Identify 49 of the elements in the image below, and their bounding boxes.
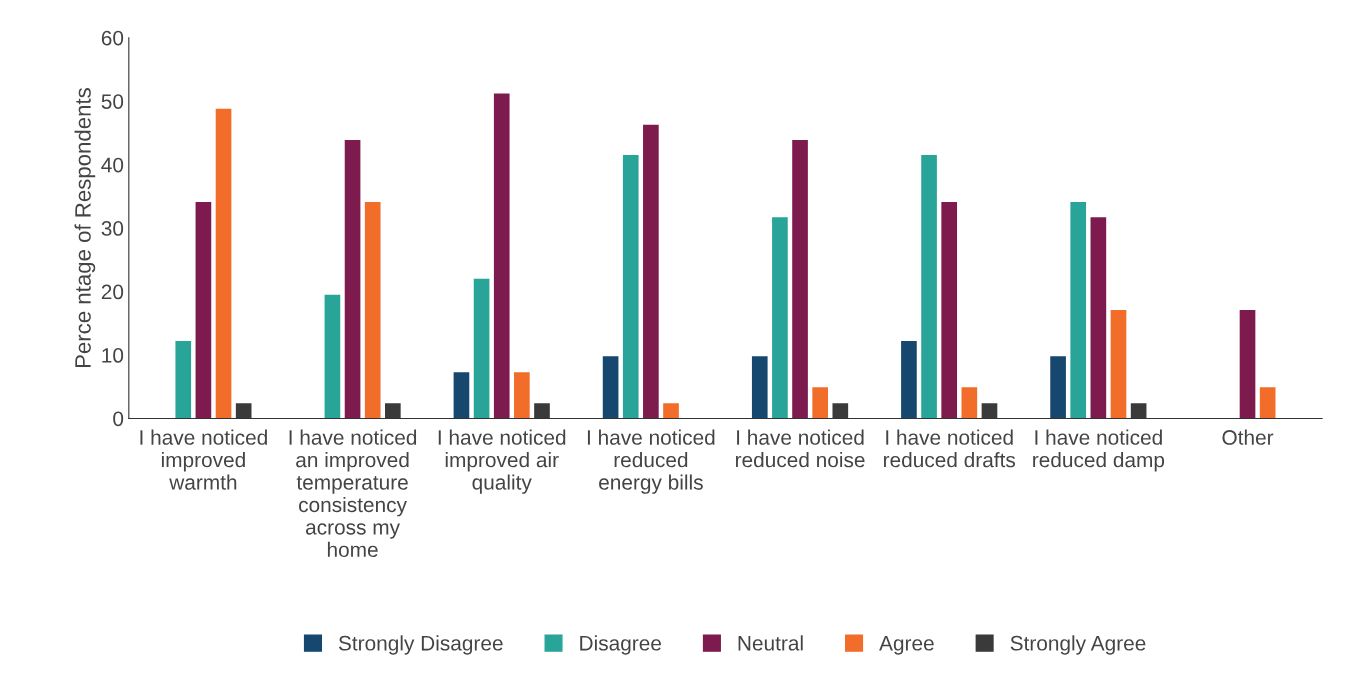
x-tick-label: I have noticed improved air quality (438, 429, 566, 494)
bar (961, 387, 978, 419)
bar (812, 387, 829, 419)
bar (643, 124, 659, 419)
y-tick-label: 10 (102, 348, 124, 363)
x-tick-label: I have noticed improved warmth (140, 429, 267, 490)
bar (175, 341, 192, 419)
x-tick-label: I have noticed reduced energy bills (587, 429, 715, 494)
legend-label: Neutral (738, 635, 803, 651)
bar (453, 372, 470, 419)
bar (1110, 309, 1127, 419)
bar (772, 217, 788, 419)
x-tick-label: Other (1222, 429, 1274, 445)
bar (921, 155, 937, 419)
bar (751, 356, 768, 419)
bar (622, 155, 639, 419)
bar (1090, 217, 1107, 419)
bar (1050, 356, 1066, 419)
y-tick-label: 60 (101, 30, 124, 46)
bar (1070, 202, 1087, 419)
bar (941, 202, 958, 419)
x-tick-label: I have noticed reduced damp (1033, 429, 1165, 472)
bar (344, 139, 361, 419)
x-tick-label: I have noticed reduced drafts (884, 429, 1016, 468)
y-tick-label: 50 (101, 94, 124, 109)
bar (901, 341, 917, 419)
bar (473, 278, 490, 419)
bar (215, 108, 232, 419)
legend-label: Agree (879, 636, 934, 655)
x-tick-label: I have noticed an improved temperature consistency across my home (289, 429, 417, 558)
y-tick-label: 40 (101, 157, 124, 173)
bar (324, 294, 341, 419)
bar (514, 372, 530, 419)
bar (792, 139, 808, 419)
bar (602, 356, 619, 419)
bar (364, 202, 381, 419)
y-axis-title: Perce ntage of Respondents (74, 88, 96, 368)
y-tick-label: 30 (101, 221, 124, 236)
y-tick-label: 20 (101, 284, 124, 300)
bar (1239, 309, 1256, 419)
bar (663, 403, 679, 419)
bar (1259, 387, 1276, 419)
legend-label: Strongly Agree (1010, 635, 1146, 655)
x-tick-label: I have noticed reduced noise (735, 429, 865, 468)
y-tick-label: 0 (113, 411, 124, 427)
legend-label: Strongly Disagree (338, 635, 503, 655)
legend-label: Disagree (580, 635, 661, 655)
bar (195, 202, 212, 419)
bar (493, 93, 510, 419)
